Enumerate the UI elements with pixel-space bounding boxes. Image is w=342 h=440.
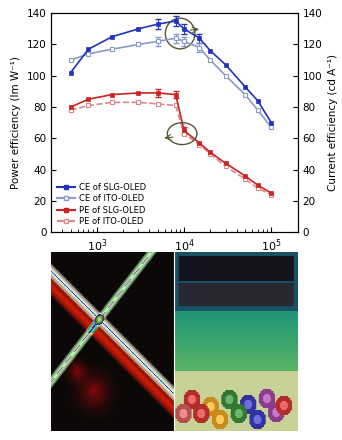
Legend: CE of SLG-OLED, CE of ITO-OLED, PE of SLG-OLED, PE of ITO-OLED: CE of SLG-OLED, CE of ITO-OLED, PE of SL…	[55, 181, 148, 228]
Y-axis label: Current efficiency (cd A⁻¹): Current efficiency (cd A⁻¹)	[328, 54, 338, 191]
Y-axis label: Power efficiency (lm W⁻¹): Power efficiency (lm W⁻¹)	[11, 56, 21, 189]
X-axis label: Luminance (cd m⁻²): Luminance (cd m⁻²)	[119, 259, 230, 269]
